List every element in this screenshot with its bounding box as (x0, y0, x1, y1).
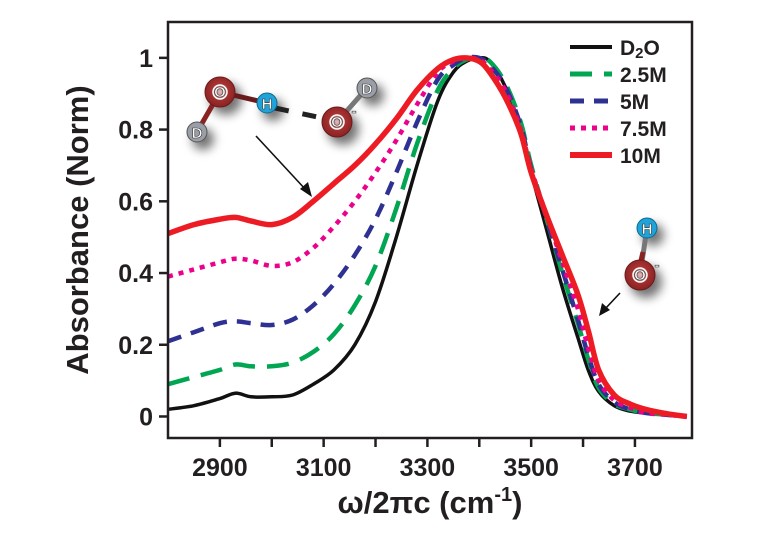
oxygen-atom: O (204, 76, 236, 108)
svg-text:-: - (655, 257, 660, 274)
legend-label: 10M (620, 145, 661, 168)
svg-text:-: - (352, 103, 357, 120)
series-line-10M (168, 55, 688, 420)
y-tick-label: 0.8 (118, 117, 153, 145)
x-tick-label: 3100 (296, 454, 352, 482)
y-tick-label: 0.2 (118, 332, 153, 360)
deuterium-atom-2: D (356, 77, 378, 99)
x-tick-label: 3500 (503, 454, 559, 482)
svg-text:O: O (214, 84, 226, 101)
hydrogen-atom-2: H (636, 217, 658, 239)
legend-label: 7.5M (620, 118, 667, 141)
y-tick-label: 0.6 (118, 188, 153, 216)
deuterium-atom: D (186, 121, 208, 143)
legend-label-main: D (620, 37, 635, 60)
svg-text:D: D (362, 81, 373, 98)
x-axis-title-sup: -1 (494, 484, 512, 506)
series-line-2-5M (168, 55, 687, 419)
legend-label-main: 10M (620, 145, 661, 168)
legend-label: D2O (620, 37, 660, 62)
hydroxide-oxygen-atom: O - (321, 103, 357, 138)
molecule-annotation-cluster: O D H O - D (186, 76, 384, 150)
x-tick-label: 2900 (192, 454, 248, 482)
y-tick-label: 0 (139, 403, 153, 431)
y-axis-title: Absorbance (Norm) (60, 85, 95, 374)
ticks-layer: 0 0.2 0.4 0.6 0.8 1 2900 3100 3300 3500 3700 (118, 45, 663, 482)
legend-label-main: 7.5M (620, 118, 667, 141)
x-tick-label: 3300 (400, 454, 456, 482)
svg-text:H: H (262, 96, 273, 113)
series-line-7-5M (168, 55, 687, 419)
series-line-5M (168, 54, 687, 419)
svg-text:D: D (192, 125, 203, 142)
legend-label-main: 2.5M (620, 64, 667, 87)
legend-label-end: O (644, 37, 660, 60)
y-tick-label: 1 (139, 45, 153, 73)
legend-label: 2.5M (620, 64, 667, 87)
legend-label-main: 5M (620, 91, 649, 114)
x-axis-title: ω/2πc (cm-1) (338, 484, 523, 520)
hydrogen-atom: H (256, 92, 278, 114)
svg-text:H: H (642, 221, 653, 238)
arrow-annotation-1 (255, 135, 312, 197)
hydroxide-annotation: H O - (624, 217, 664, 298)
arrow-annotation-2 (599, 292, 621, 316)
x-tick-label: 3700 (607, 454, 663, 482)
hbond-dash (274, 105, 323, 121)
series-layer (168, 54, 688, 420)
x-axis-title-end: ) (512, 485, 522, 520)
legend-label: 5M (620, 91, 649, 114)
svg-text:O: O (331, 114, 343, 131)
svg-text:O: O (634, 267, 646, 284)
x-axis-title-main: ω/2πc (cm (338, 485, 495, 520)
plot-frame (166, 20, 694, 440)
hydroxide-oxygen-atom-2: O - (624, 257, 660, 291)
legend-label-sub: 2 (635, 45, 643, 62)
y-tick-label: 0.4 (118, 260, 153, 288)
